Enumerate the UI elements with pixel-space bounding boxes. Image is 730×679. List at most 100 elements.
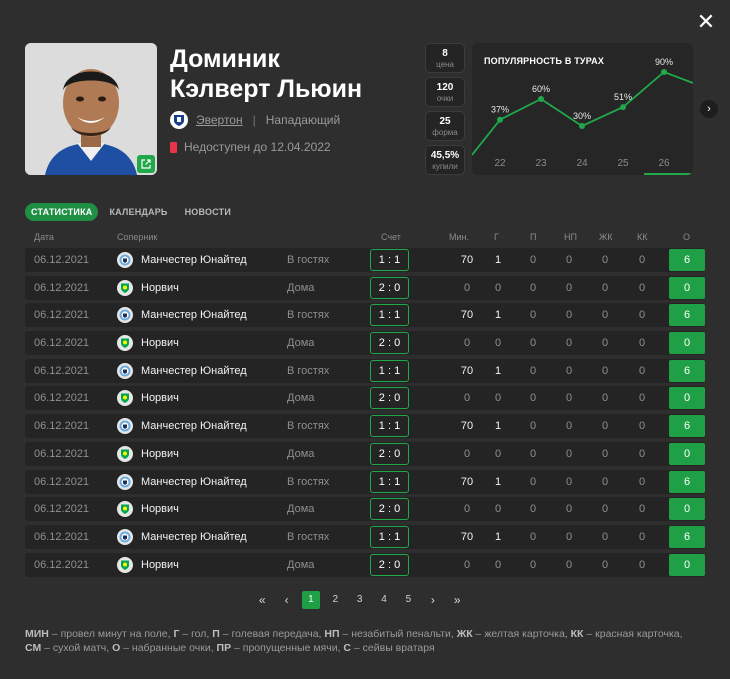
table-row[interactable]: 06.12.2021 Норвич Дома 2 : 0 0 0 0 0 0 0 0 [25,441,705,466]
tab-statistics[interactable]: СТАТИСТИКА [25,203,99,221]
table-row[interactable]: 06.12.2021 Норвич Дома 2 : 0 0 0 0 0 0 0 0 [25,331,705,356]
table-row[interactable]: 06.12.2021 Норвич Дома 2 : 0 0 0 0 0 0 0 0 [25,497,705,522]
match-table: 06.12.2021 Манчестер Юнайтед В гостях 1 :… [25,248,705,580]
match-points: 0 [669,498,705,521]
tab-news[interactable]: НОВОСТИ [184,207,231,217]
table-row[interactable]: 06.12.2021 Норвич Дома 2 : 0 0 0 0 0 0 0 0 [25,386,705,411]
match-score: 2 : 0 [370,387,409,410]
col-assists-value: 0 [529,392,537,405]
opponent-club[interactable]: Манчестер Юнайтед [117,528,247,545]
match-score: 1 : 1 [370,415,409,438]
status-text: Недоступен до 12.04.2022 [184,140,331,154]
opponent-club[interactable]: Норвич [117,445,179,462]
col-yellow-value: 0 [601,530,609,543]
table-row[interactable]: 06.12.2021 Манчестер Юнайтед В гостях 1 :… [25,303,705,328]
opponent-club[interactable]: Норвич [117,556,179,573]
match-date: 06.12.2021 [34,475,90,488]
popularity-round-label: 23 [535,158,547,169]
opponent-name: Манчестер Юнайтед [141,530,247,543]
table-row[interactable]: 06.12.2021 Манчестер Юнайтед В гостях 1 :… [25,358,705,383]
legend-abbr: МИН [25,628,49,640]
tab-calendar[interactable]: КАЛЕНДАРЬ [109,207,168,217]
table-row[interactable]: 06.12.2021 Манчестер Юнайтед В гостях 1 :… [25,469,705,494]
popularity-point [661,69,667,75]
opponent-name: Норвич [141,558,179,571]
norwich-badge-icon [117,501,133,518]
team-row: Эвертон | Нападающий [170,110,340,130]
col-missed-penalty: НП [564,232,577,242]
col-yellow-value: 0 [601,281,609,294]
table-row[interactable]: 06.12.2021 Манчестер Юнайтед В гостях 1 :… [25,414,705,439]
match-points: 0 [669,276,705,299]
col-opponent: Соперник [117,232,158,242]
col-red-value: 0 [638,309,646,322]
opponent-club[interactable]: Норвич [117,335,179,352]
col-assists-value: 0 [529,309,537,322]
match-date: 06.12.2021 [34,503,90,516]
col-assists-value: 0 [529,530,537,543]
page-button-4[interactable]: 4 [381,594,387,605]
legend-text: – голевая передача, [219,628,325,640]
opponent-club[interactable]: Норвич [117,501,179,518]
match-points: 0 [669,387,705,410]
match-date: 06.12.2021 [34,254,90,266]
opponent-club[interactable]: Манчестер Юнайтед [117,307,247,324]
next-page-button[interactable]: › [430,593,435,607]
last-page-button[interactable]: » [453,593,461,607]
chevron-right-icon[interactable]: › [700,100,718,118]
match-points: 0 [669,332,705,355]
popularity-data-label: 30% [573,111,591,121]
table-row[interactable]: 06.12.2021 Манчестер Юнайтед В гостях 1 :… [25,248,705,272]
col-yellow-value: 0 [601,558,609,571]
page-button-3[interactable]: 3 [356,594,363,605]
col-yellow-value: 0 [601,392,609,405]
col-assists-value: 0 [529,475,537,488]
page-button-5[interactable]: 5 [405,594,412,605]
stat-price-value: 8 [442,48,448,59]
table-row[interactable]: 06.12.2021 Норвич Дома 2 : 0 0 0 0 0 0 0 0 [25,552,705,577]
legend-text: – сухой матч, [41,642,113,654]
col-np-value: 0 [565,530,573,543]
table-row[interactable]: 06.12.2021 Манчестер Юнайтед В гостях 1 :… [25,524,705,549]
col-goals-value: 1 [494,364,502,377]
opponent-club[interactable]: Манчестер Юнайтед [117,362,247,379]
table-row[interactable]: 06.12.2021 Норвич Дома 2 : 0 0 0 0 0 0 0 0 [25,275,705,300]
everton-badge-icon [170,111,188,129]
close-icon[interactable]: ✕ [696,9,716,34]
col-yellow-value: 0 [601,364,609,377]
match-date: 06.12.2021 [34,447,90,460]
col-goals-value: 0 [494,281,502,294]
page-button-2[interactable]: 2 [332,594,339,605]
match-venue: В гостях [287,254,330,266]
opponent-club[interactable]: Норвич [117,279,179,296]
opponent-club[interactable]: Манчестер Юнайтед [117,252,247,268]
prev-page-button[interactable]: ‹ [284,593,289,607]
legend-abbr: О [112,642,121,654]
col-goals-value: 0 [494,558,502,571]
opponent-club[interactable]: Манчестер Юнайтед [117,418,247,435]
col-min-value: 70 [460,420,474,433]
col-red-value: 0 [638,281,646,294]
team-link[interactable]: Эвертон [196,113,243,127]
first-page-button[interactable]: « [258,593,266,607]
norwich-badge-icon [117,279,133,296]
col-np-value: 0 [565,281,573,294]
match-score: 2 : 0 [370,498,409,521]
match-points: 6 [669,304,705,327]
match-score: 1 : 1 [370,525,409,548]
opponent-club[interactable]: Норвич [117,390,179,407]
stat-points-value: 120 [436,82,454,93]
popularity-point [620,104,626,111]
current-round-indicator [644,173,692,175]
col-yellow: ЖК [599,232,613,242]
match-date: 06.12.2021 [34,420,90,433]
popularity-round-label: 24 [576,158,588,169]
page-button-1[interactable]: 1 [301,591,320,609]
popularity-point [497,116,503,123]
col-assists: П [530,232,537,242]
opponent-club[interactable]: Манчестер Юнайтед [117,473,247,490]
match-points: 6 [669,415,705,438]
popularity-point [579,123,585,129]
external-link-icon[interactable] [137,155,155,173]
